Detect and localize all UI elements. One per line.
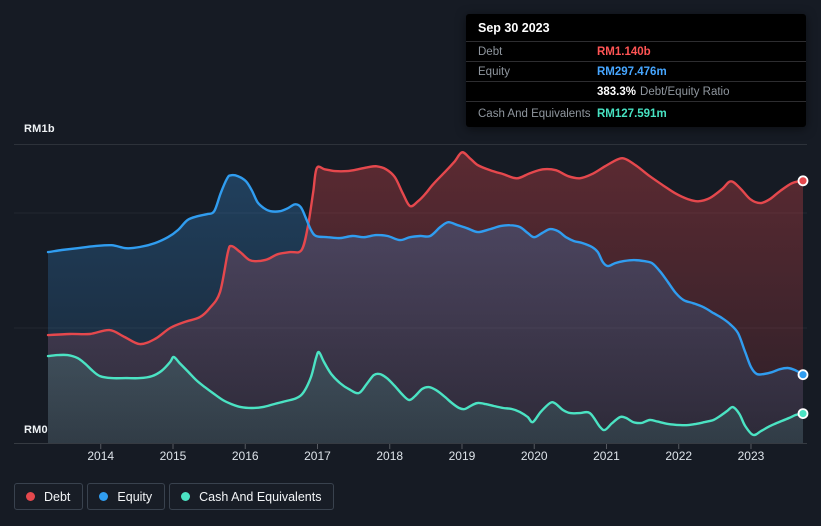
y-axis-min-label: RM0	[24, 424, 48, 436]
tooltip-ratio-value: 383.3%	[597, 85, 637, 98]
legend-label-cash: Cash And Equivalents	[199, 489, 322, 504]
tooltip-debt-value: RM1.140b	[597, 45, 651, 58]
legend-label-equity: Equity	[117, 489, 153, 504]
legend-item-cash[interactable]: Cash And Equivalents	[169, 483, 335, 510]
tooltip: Sep 30 2023 Debt RM1.140b Equity RM297.4…	[466, 14, 806, 127]
tooltip-date: Sep 30 2023	[478, 21, 550, 35]
equity-end-marker	[797, 369, 809, 381]
legend-dot-debt	[26, 492, 35, 501]
tooltip-debt-label: Debt	[478, 45, 503, 58]
cash-and-equivalents-area	[48, 352, 803, 443]
x-axis-label-2020: 2020	[521, 449, 548, 463]
legend-item-debt[interactable]: Debt	[14, 483, 84, 510]
equity-area	[48, 175, 803, 443]
x-axis-label-2015: 2015	[160, 449, 187, 463]
x-axis-label-2023: 2023	[738, 449, 765, 463]
x-axis-label-2018: 2018	[376, 449, 403, 463]
legend-item-equity[interactable]: Equity	[87, 483, 166, 510]
cash-and-equivalents-line	[46, 350, 805, 437]
debt-end-marker	[797, 175, 809, 187]
y-axis-max-label: RM1b	[24, 123, 55, 135]
tooltip-row-ratio: 383.3% Debt/Equity Ratio	[466, 81, 806, 101]
tooltip-equity-value: RM297.476m	[597, 65, 667, 78]
tooltip-cash-label: Cash And Equivalents	[478, 107, 591, 120]
x-axis-label-2014: 2014	[87, 449, 114, 463]
tooltip-cash-value: RM127.591m	[597, 107, 667, 120]
legend: Debt Equity Cash And Equivalents	[14, 483, 335, 510]
tooltip-row-equity: Equity RM297.476m	[466, 61, 806, 81]
x-axis-label-2019: 2019	[449, 449, 476, 463]
equity-line	[46, 173, 805, 376]
tooltip-equity-label: Equity	[478, 65, 510, 78]
x-axis-label-2021: 2021	[593, 449, 620, 463]
x-axis-label-2017: 2017	[304, 449, 331, 463]
tooltip-ratio-label: Debt/Equity Ratio	[640, 85, 730, 98]
tooltip-row-debt: Debt RM1.140b	[466, 41, 806, 61]
x-axis-label-2022: 2022	[665, 449, 692, 463]
debt-line	[46, 151, 805, 346]
tooltip-row-cash: Cash And Equivalents RM127.591m	[466, 101, 806, 127]
legend-label-debt: Debt	[44, 489, 71, 504]
cash-and-equivalents-end-marker	[797, 408, 809, 420]
legend-dot-equity	[99, 492, 109, 501]
x-axis-label-2016: 2016	[232, 449, 259, 463]
legend-dot-cash	[181, 492, 191, 501]
